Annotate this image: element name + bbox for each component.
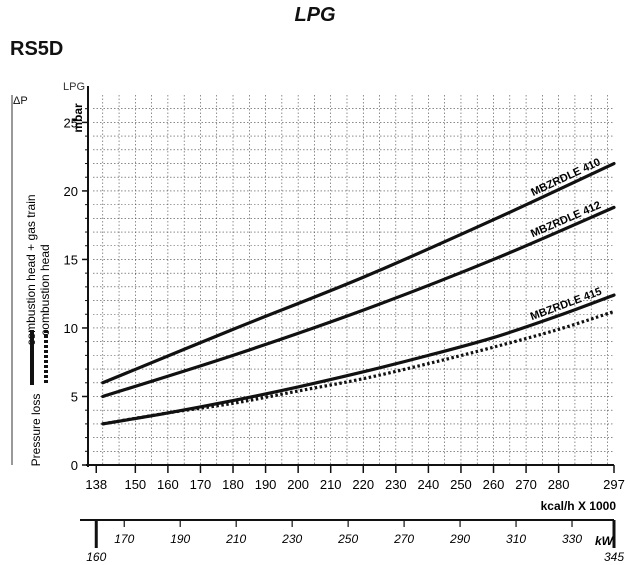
- x-unit-kcal: kcal/h X 1000: [541, 499, 617, 513]
- x-tick-label: 210: [320, 477, 342, 492]
- x-tick-label: 190: [255, 477, 277, 492]
- x-tick-label: 220: [352, 477, 374, 492]
- y-unit: mbar: [71, 103, 85, 133]
- y-tick-label: 5: [71, 389, 78, 404]
- series-label: MBZRDLE 412: [529, 199, 603, 240]
- kw-tick-label: 310: [506, 532, 526, 546]
- y-tick-label: 20: [64, 184, 78, 199]
- x-tick-label: 170: [190, 477, 212, 492]
- chart-axes: [80, 86, 616, 548]
- side-label-dotted: combustion head: [38, 244, 52, 335]
- x-tick-label: 240: [418, 477, 440, 492]
- y-tick-label: 15: [64, 252, 78, 267]
- y-tick-label: 10: [64, 321, 78, 336]
- kw-tick-label: 210: [225, 532, 246, 546]
- x-tick-label: 250: [450, 477, 472, 492]
- kw-tick-label: 290: [449, 532, 470, 546]
- fuel-label: LPG: [63, 81, 85, 93]
- kw-tick-label: 270: [393, 532, 414, 546]
- side-label-main: Pressure loss: [29, 394, 43, 467]
- kw-tick-label: 250: [337, 532, 358, 546]
- kw-tick-label: 330: [562, 532, 582, 546]
- x-tick-label: 160: [157, 477, 179, 492]
- series-label: MBZRDLE 410: [529, 156, 602, 199]
- x-tick-label: 297: [603, 477, 625, 492]
- chart-curves: [101, 161, 616, 426]
- kw-tick-label: 170: [114, 532, 134, 546]
- x-unit-kw: kW: [595, 534, 615, 548]
- curve-mbzrdle-415: [101, 293, 616, 426]
- curve-mbzrdle-412: [101, 205, 616, 399]
- page-title: LPG: [294, 4, 336, 26]
- side-label-solid: combustion head + gas train: [24, 194, 38, 345]
- y-symbol: ΔP: [13, 95, 28, 107]
- x-tick-label: 270: [515, 477, 537, 492]
- x-tick-label: 260: [483, 477, 505, 492]
- x-tick-label: 280: [548, 477, 570, 492]
- x-tick-label: 200: [287, 477, 309, 492]
- y-tick-label: 0: [71, 458, 78, 473]
- kw-tick-label: 160: [86, 550, 106, 564]
- x-tick-label: 150: [124, 477, 146, 492]
- curve-mbzrdle-410: [101, 161, 616, 385]
- curve-combustion-head-dotted: [102, 309, 615, 426]
- x-tick-label: 138: [85, 477, 107, 492]
- y-tick-label: 25: [64, 115, 78, 130]
- x-tick-label: 230: [385, 477, 407, 492]
- x-tick-label: 180: [222, 477, 244, 492]
- kw-tick-label: 230: [281, 532, 302, 546]
- chart-labels: 0 5 10 15 20 25 138 150 160 170 180 190 200 210 220 230…: [64, 115, 625, 564]
- kw-tick-label: 190: [170, 532, 190, 546]
- model-title: RS5D: [10, 38, 64, 60]
- kw-tick-label: 345: [604, 550, 624, 564]
